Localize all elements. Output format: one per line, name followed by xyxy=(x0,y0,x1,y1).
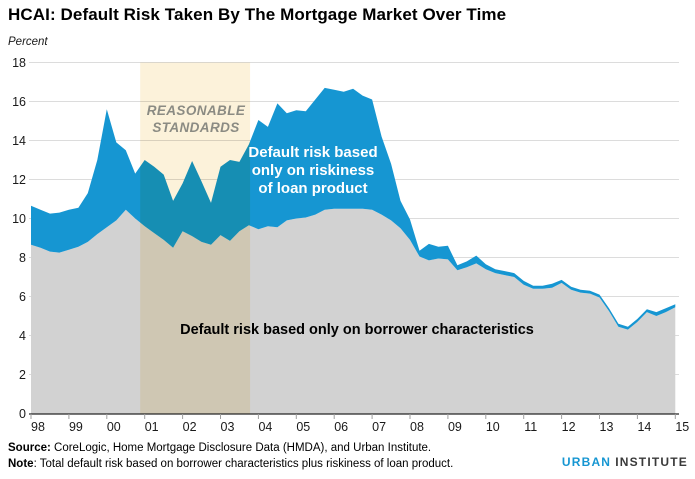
x-label-03: 03 xyxy=(221,420,235,434)
reasonable-standards-label: REASONABLE STANDARDS xyxy=(146,103,246,135)
logo-institute: INSTITUTE xyxy=(615,455,688,469)
note-label: Note xyxy=(8,457,34,470)
x-label-09: 09 xyxy=(448,420,462,434)
x-label-08: 08 xyxy=(410,420,424,434)
x-label-05: 05 xyxy=(296,420,310,434)
page-title: HCAI: Default Risk Taken By The Mortgage… xyxy=(8,5,507,24)
y-label-18: 18 xyxy=(12,56,26,70)
x-label-02: 02 xyxy=(183,420,197,434)
y-axis-unit-label: Percent xyxy=(8,36,48,48)
source-text: CoreLogic, Home Mortgage Disclosure Data… xyxy=(50,442,432,454)
x-label-06: 06 xyxy=(334,420,348,434)
borrower-risk-label: Default risk based only on borrower char… xyxy=(180,322,534,338)
y-label-6: 6 xyxy=(19,290,26,304)
footer-notes: Source: CoreLogic, Home Mortgage Disclos… xyxy=(8,441,568,472)
x-label-11: 11 xyxy=(524,420,537,434)
note-line: Note: Total default risk based on borrow… xyxy=(8,457,568,473)
x-label-10: 10 xyxy=(486,420,500,434)
borrower-risk-area xyxy=(31,208,676,414)
y-label-12: 12 xyxy=(12,173,26,187)
y-label-0: 0 xyxy=(19,407,26,421)
y-label-14: 14 xyxy=(12,134,26,148)
urban-institute-logo: URBAN INSTITUTE xyxy=(562,455,688,469)
x-label-13: 13 xyxy=(600,420,614,434)
y-label-16: 16 xyxy=(12,95,26,109)
y-label-2: 2 xyxy=(19,368,26,382)
y-label-4: 4 xyxy=(19,329,26,343)
y-label-8: 8 xyxy=(19,251,26,265)
logo-urban: URBAN xyxy=(561,455,612,469)
x-label-04: 04 xyxy=(258,420,272,434)
source-label: Source: xyxy=(8,442,51,454)
x-label-14: 14 xyxy=(637,420,651,434)
x-label-98: 98 xyxy=(31,420,45,434)
source-line: Source: CoreLogic, Home Mortgage Disclos… xyxy=(8,441,568,457)
loan-product-risk-label: Default risk based only on riskiness of … xyxy=(248,144,378,197)
y-label-10: 10 xyxy=(12,212,26,226)
reasonable-standards-band xyxy=(140,62,251,414)
x-label-99: 99 xyxy=(69,420,83,434)
x-label-07: 07 xyxy=(372,420,386,434)
x-label-12: 12 xyxy=(562,420,576,434)
x-label-00: 00 xyxy=(107,420,121,434)
x-label-15: 15 xyxy=(675,420,689,434)
loan-product-risk-area xyxy=(31,87,676,330)
x-label-01: 01 xyxy=(145,420,159,434)
note-text: : Total default risk based on borrower c… xyxy=(33,457,454,470)
